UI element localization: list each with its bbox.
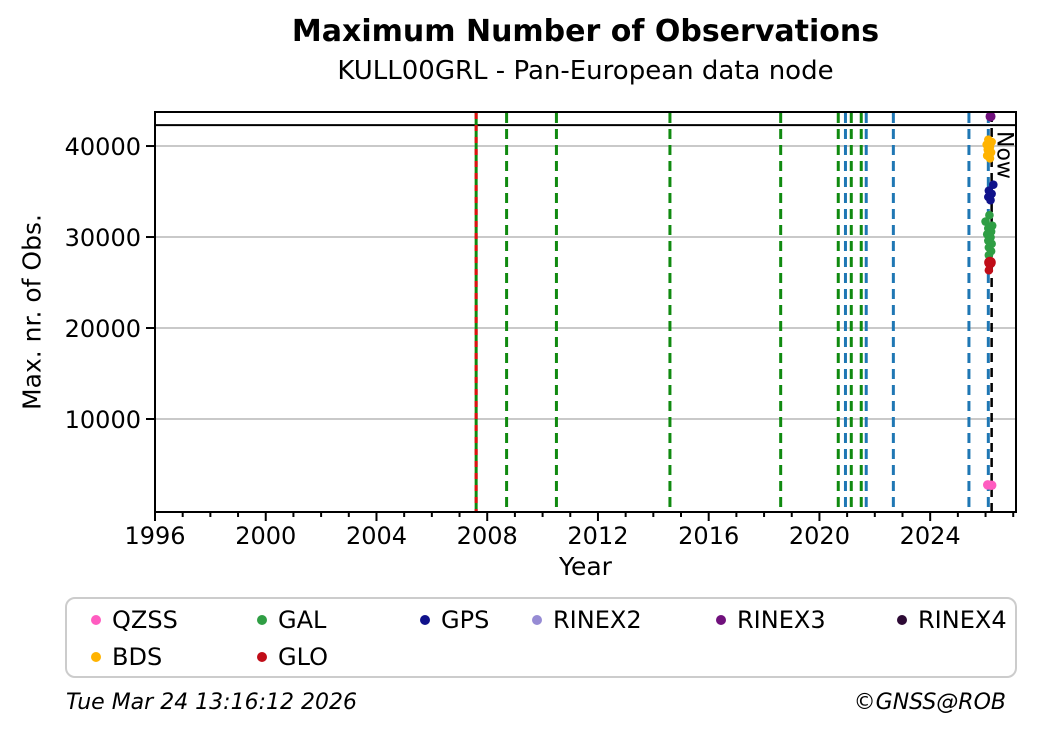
legend-label: GPS [441,606,490,634]
x-tick-label: 1996 [124,522,185,550]
legend-marker-rinex3 [716,615,726,625]
legend-item-rinex3: RINEX3 [716,605,826,635]
data-point-GAL [985,210,994,220]
x-tick-label: 2004 [346,522,407,550]
legend-item-gps: GPS [420,605,489,635]
legend-item-gal: GAL [257,605,326,635]
legend-label: GAL [278,606,327,634]
x-tick-label: 2008 [457,522,518,550]
x-tick-label: 2024 [900,522,961,550]
legend-marker-bds [91,652,101,662]
x-tick-label: 2020 [789,522,850,550]
legend-item-bds: BDS [91,642,162,672]
y-tick-label: 10000 [65,406,141,434]
now-label: Now [992,131,1017,179]
chart-subtitle: KULL00GRL - Pan-European data node [337,56,834,86]
y-tick-label: 40000 [65,133,141,161]
legend-box: QZSS BDS GAL GLO GPS RINEX2 RINEX3 RINEX4 [65,597,1017,678]
data-point-GAL [981,217,990,226]
legend-item-rinex2: RINEX2 [532,605,642,635]
x-tick-label: 2016 [678,522,739,550]
data-point-GPS [988,180,998,190]
legend-item-qzss: QZSS [91,605,178,635]
legend-marker-glo [257,652,267,662]
plot-area: 1996 2000 2004 2008 2012 2016 2020 2024 10000 200… [65,111,1017,550]
legend-item-rinex4: RINEX4 [897,605,1007,635]
data-point-RINEX3 [985,111,996,122]
data-point-GLO [984,256,996,269]
legend-marker-gps [420,615,430,625]
legend-label: RINEX2 [553,606,642,634]
y-tick-label: 30000 [65,224,141,252]
legend-label: QZSS [112,606,178,634]
legend-label: RINEX3 [737,606,826,634]
data-point-GPS [986,195,995,205]
legend-marker-rinex2 [532,615,542,625]
x-tick-label: 2000 [235,522,296,550]
y-tick-label: 20000 [65,315,141,343]
x-tick-label: 2012 [567,522,628,550]
legend-item-glo: GLO [257,642,328,672]
legend-label: RINEX4 [918,606,1007,634]
plot-frame [154,111,1017,513]
chart-title: Maximum Number of Observations [291,14,880,49]
data-point-GLO [984,265,994,275]
legend-label: GLO [278,643,329,671]
legend-marker-qzss [91,615,101,625]
footer-timestamp: Tue Mar 24 13:16:12 2026 [66,690,357,715]
x-axis-label: Year [559,552,612,581]
legend-label: BDS [112,643,163,671]
footer-copyright: ©GNSS@ROB [853,690,1006,715]
data-point-BDS [985,154,995,163]
legend-marker-gal [257,615,267,625]
data-point-QZSS [986,480,997,491]
legend-marker-rinex4 [897,615,907,625]
